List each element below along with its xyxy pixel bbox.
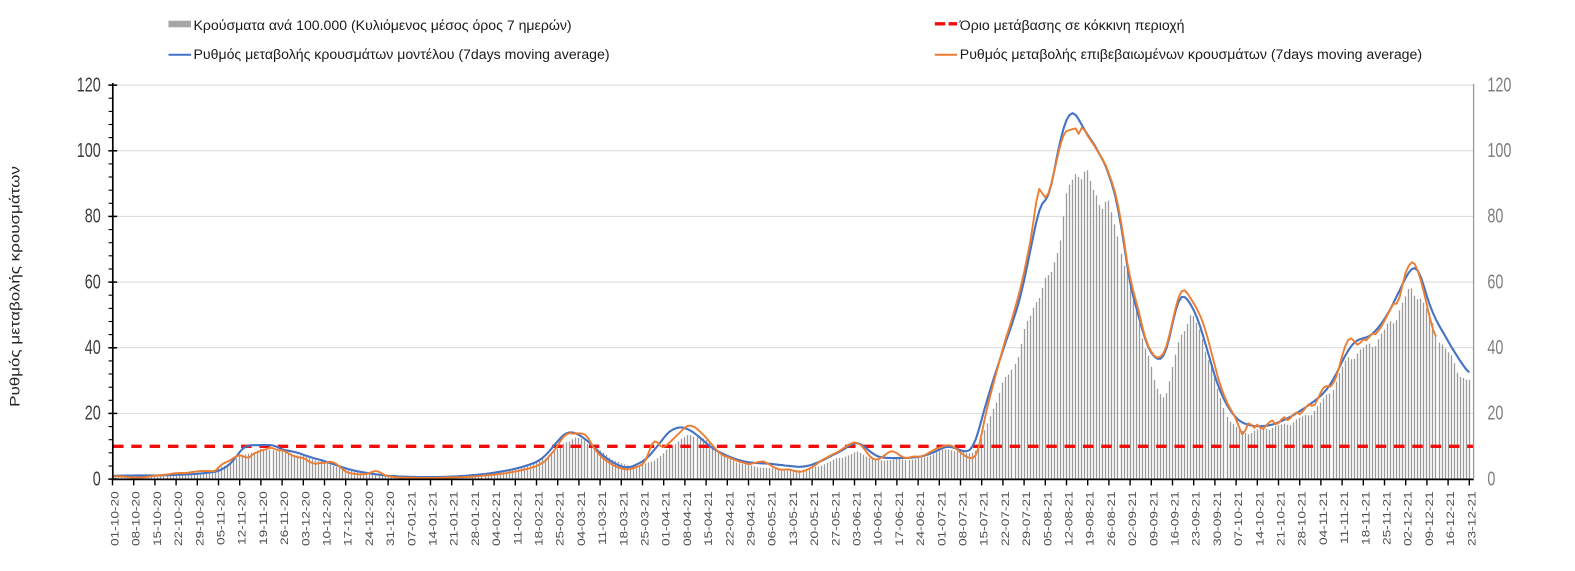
svg-text:30-09-21: 30-09-21: [1211, 491, 1223, 546]
svg-text:27-05-21: 27-05-21: [830, 491, 842, 546]
svg-text:10-12-20: 10-12-20: [321, 491, 333, 546]
svg-text:04-11-21: 04-11-21: [1317, 491, 1329, 545]
svg-text:18-02-21: 18-02-21: [533, 491, 545, 546]
svg-text:06-05-21: 06-05-21: [766, 491, 778, 546]
svg-text:80: 80: [1487, 204, 1503, 227]
svg-text:17-12-20: 17-12-20: [342, 491, 354, 546]
svg-text:07-10-21: 07-10-21: [1233, 491, 1245, 546]
svg-text:05-08-21: 05-08-21: [1042, 491, 1054, 546]
svg-text:07-01-21: 07-01-21: [406, 491, 418, 546]
svg-text:15-10-20: 15-10-20: [151, 491, 163, 546]
svg-text:04-02-21: 04-02-21: [491, 491, 503, 546]
svg-text:26-08-21: 26-08-21: [1105, 491, 1117, 546]
svg-text:08-07-21: 08-07-21: [957, 491, 969, 546]
svg-text:25-03-21: 25-03-21: [639, 491, 651, 546]
svg-text:17-06-21: 17-06-21: [893, 491, 905, 546]
svg-text:21-01-21: 21-01-21: [448, 491, 460, 546]
svg-text:29-07-21: 29-07-21: [1021, 491, 1033, 546]
svg-text:02-09-21: 02-09-21: [1127, 491, 1139, 546]
svg-text:08-10-20: 08-10-20: [130, 491, 142, 546]
svg-text:0: 0: [93, 467, 101, 490]
svg-text:Ρυθμός μεταβολής κρουσμάτων: Ρυθμός μεταβολής κρουσμάτων: [8, 166, 23, 407]
svg-text:22-10-20: 22-10-20: [173, 491, 185, 546]
svg-text:100: 100: [1487, 139, 1511, 162]
svg-text:26-11-20: 26-11-20: [279, 491, 291, 545]
svg-text:10-06-21: 10-06-21: [872, 491, 884, 546]
svg-text:12-08-21: 12-08-21: [1063, 491, 1075, 546]
svg-text:19-08-21: 19-08-21: [1084, 491, 1096, 546]
svg-text:28-10-21: 28-10-21: [1296, 491, 1308, 546]
svg-text:100: 100: [77, 139, 101, 162]
svg-text:12-11-20: 12-11-20: [236, 491, 248, 545]
svg-text:03-06-21: 03-06-21: [851, 491, 863, 546]
svg-text:18-11-21: 18-11-21: [1360, 491, 1372, 545]
svg-text:01-07-21: 01-07-21: [936, 491, 948, 546]
svg-text:31-12-20: 31-12-20: [385, 491, 397, 546]
svg-text:20-05-21: 20-05-21: [809, 491, 821, 546]
svg-text:19-11-20: 19-11-20: [257, 491, 269, 545]
svg-text:20: 20: [1487, 401, 1503, 424]
svg-text:60: 60: [1487, 270, 1503, 293]
svg-text:11-02-21: 11-02-21: [512, 491, 524, 545]
svg-text:22-07-21: 22-07-21: [999, 491, 1011, 546]
svg-text:02-12-21: 02-12-21: [1402, 491, 1414, 546]
svg-text:29-10-20: 29-10-20: [194, 491, 206, 546]
svg-text:23-09-21: 23-09-21: [1190, 491, 1202, 546]
svg-text:09-09-21: 09-09-21: [1148, 491, 1160, 546]
svg-text:16-12-21: 16-12-21: [1445, 491, 1457, 546]
svg-text:25-11-21: 25-11-21: [1381, 491, 1393, 545]
svg-text:24-06-21: 24-06-21: [915, 491, 927, 546]
svg-text:25-02-21: 25-02-21: [554, 491, 566, 546]
svg-text:08-04-21: 08-04-21: [681, 491, 693, 546]
svg-text:14-01-21: 14-01-21: [427, 491, 439, 546]
svg-text:18-03-21: 18-03-21: [618, 491, 630, 546]
svg-text:120: 120: [1487, 73, 1511, 96]
svg-text:40: 40: [85, 336, 101, 359]
svg-text:22-04-21: 22-04-21: [724, 491, 736, 546]
svg-text:05-11-20: 05-11-20: [215, 491, 227, 545]
svg-text:09-12-21: 09-12-21: [1423, 491, 1435, 546]
svg-text:15-04-21: 15-04-21: [703, 491, 715, 546]
svg-text:13-05-21: 13-05-21: [787, 491, 799, 546]
svg-text:23-12-21: 23-12-21: [1466, 491, 1478, 546]
svg-text:11-11-21: 11-11-21: [1339, 491, 1351, 544]
svg-text:16-09-21: 16-09-21: [1169, 491, 1181, 546]
svg-text:14-10-21: 14-10-21: [1254, 491, 1266, 546]
svg-text:11-03-21: 11-03-21: [597, 491, 609, 545]
svg-text:60: 60: [85, 270, 101, 293]
svg-text:120: 120: [77, 73, 101, 96]
svg-text:15-07-21: 15-07-21: [978, 491, 990, 546]
svg-text:04-03-21: 04-03-21: [575, 491, 587, 546]
svg-text:40: 40: [1487, 336, 1503, 359]
svg-text:28-01-21: 28-01-21: [469, 491, 481, 546]
svg-text:29-04-21: 29-04-21: [745, 491, 757, 546]
svg-text:01-10-20: 01-10-20: [109, 491, 121, 546]
svg-text:21-10-21: 21-10-21: [1275, 491, 1287, 546]
svg-text:80: 80: [85, 204, 101, 227]
svg-text:24-12-20: 24-12-20: [363, 491, 375, 546]
svg-text:03-12-20: 03-12-20: [300, 491, 312, 546]
svg-text:01-04-21: 01-04-21: [660, 491, 672, 546]
svg-text:0: 0: [1487, 467, 1495, 490]
svg-text:20: 20: [85, 401, 101, 424]
